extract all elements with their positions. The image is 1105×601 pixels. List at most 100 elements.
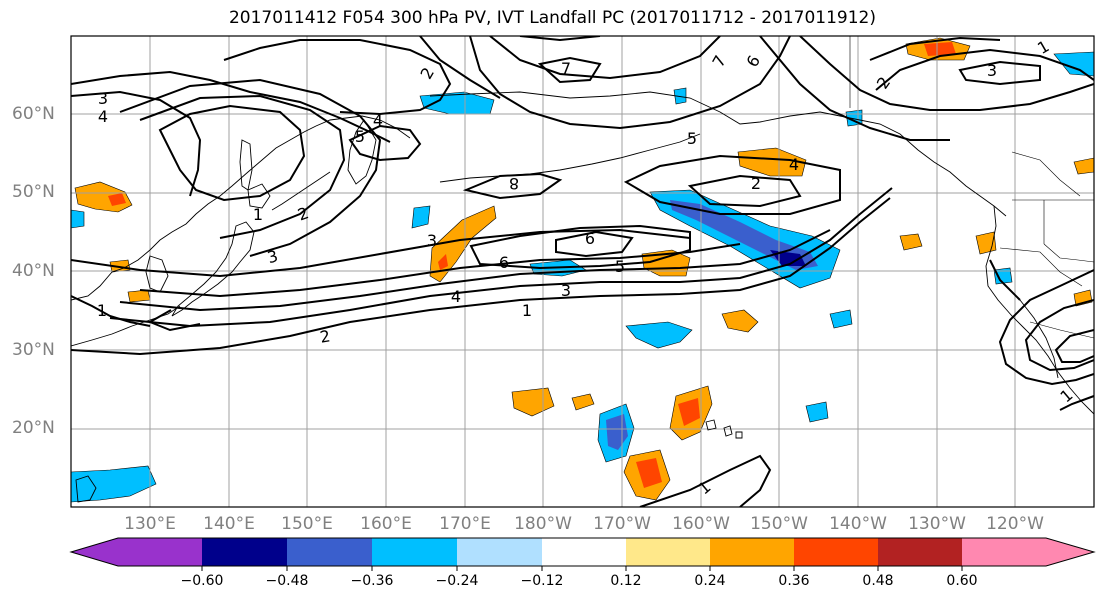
contour-label: 5 [615,257,625,276]
contour-line [71,90,202,197]
contour-label: 6 [585,229,595,248]
pv-contours [71,36,1094,507]
contour-line [158,104,306,202]
contour-label: 4 [451,287,461,306]
contour-line [71,228,691,278]
positive-anomaly-region [108,193,126,206]
aleutian-islands [439,133,701,183]
contour-line [555,230,634,258]
contour-line [519,36,601,42]
colorbar-tick-label: −0.36 [350,573,394,589]
contour-line [687,174,802,208]
alaska-coastline [429,91,1007,217]
longitude-label: 150°W [750,514,808,534]
latitude-label: 50°N [12,182,55,202]
negative-anomaly-region [1053,51,1094,77]
contour-line [119,229,831,312]
positive-anomaly-region [438,254,448,270]
colorbar-tick-label: 0.36 [778,573,810,589]
kuril-islands [271,171,331,211]
contour-line [462,172,563,200]
colorbar-tick-label: 0.48 [862,573,894,589]
contour-label: 4 [373,111,383,130]
contour-label: 2 [318,326,331,346]
contour-label: 1 [253,205,263,224]
longitude-label: 130°E [124,514,176,534]
contour-label: 7 [561,59,571,78]
contour-label: 1 [97,301,107,320]
negative-anomaly-region [805,401,829,423]
contour-line [799,36,1094,111]
colorbar-segment [710,538,794,566]
map-frame [70,35,1095,508]
colorbar-segment [457,538,542,566]
colorbar-low-extension [71,538,202,566]
contour-line [537,56,602,84]
positive-anomaly-region [636,458,662,488]
contour-line [139,94,346,239]
baja-coastline [1019,299,1059,379]
contour-label: 6 [499,253,509,272]
colorbar-segment [202,538,287,566]
sakhalin-coastline [239,139,253,191]
contour-line [348,124,422,162]
contour-line [469,36,791,130]
latitude-label: 60°N [12,104,55,124]
negative-anomaly-region [71,209,85,229]
latitude-label: 30°N [12,340,55,360]
longitude-label: 140°W [829,514,887,534]
contour-label: 3 [561,281,571,300]
longitude-label: 150°E [281,514,333,534]
contour-line [958,60,1041,86]
negative-anomaly-region [829,309,853,329]
map-title: 2017011412 F054 300 hPa PV, IVT Landfall… [228,8,876,28]
contour-label: 3 [987,61,997,80]
japan-coastline [171,221,255,317]
longitude-label: 180°W [514,514,572,534]
contour-line [1054,329,1094,363]
positive-anomaly-region [899,233,923,251]
contour-line [223,39,452,116]
longitude-label: 130°W [908,514,966,534]
map-panel: 3 4 2 7 7 6 2 1 4 5 5 4 3 2 1 2 3 8 3 6 … [71,36,1094,507]
contour-line [639,454,772,507]
contour-line [71,197,891,356]
colorbar-segment [542,538,626,566]
contour-label: 3 [427,231,437,250]
contour-line [109,187,893,328]
contour-line [989,259,1021,301]
longitude-label: 160°E [360,514,412,534]
colorbar-tick-label: −0.48 [265,573,309,589]
negative-anomaly-region [993,267,1013,285]
contour-line [119,78,382,257]
longitude-label: 140°E [203,514,255,534]
positive-anomaly-region [737,147,807,177]
positive-anomaly-region [109,259,131,273]
positive-anomaly-region [127,289,151,303]
colorbar-segment [878,538,962,566]
contour-line [489,36,721,80]
contour-line [1024,299,1094,372]
positive-anomaly-region [924,42,956,56]
contour-label: 8 [509,174,519,193]
latitude-label: 20°N [12,418,55,438]
contour-line [998,269,1094,386]
contour-line [759,36,950,141]
colorbar-tick-label: 0.12 [610,573,642,589]
contour-line [71,70,391,143]
contour-line [469,224,691,270]
colorbar-tick-label: 0.60 [946,573,978,589]
hawaii-islands [705,419,743,439]
contour-label: 5 [355,127,365,146]
contour-line [623,154,841,215]
longitude-label: 120°W [986,514,1044,534]
longitude-label: 160°W [672,514,730,534]
positive-anomaly-region [721,309,759,333]
colorbar-tick-label: −0.12 [520,573,564,589]
negative-anomaly-region [625,321,693,349]
contour-line [139,243,741,298]
colorbar-segment [626,538,710,566]
contour-line [71,295,151,327]
north-america-coastline [985,205,1094,415]
